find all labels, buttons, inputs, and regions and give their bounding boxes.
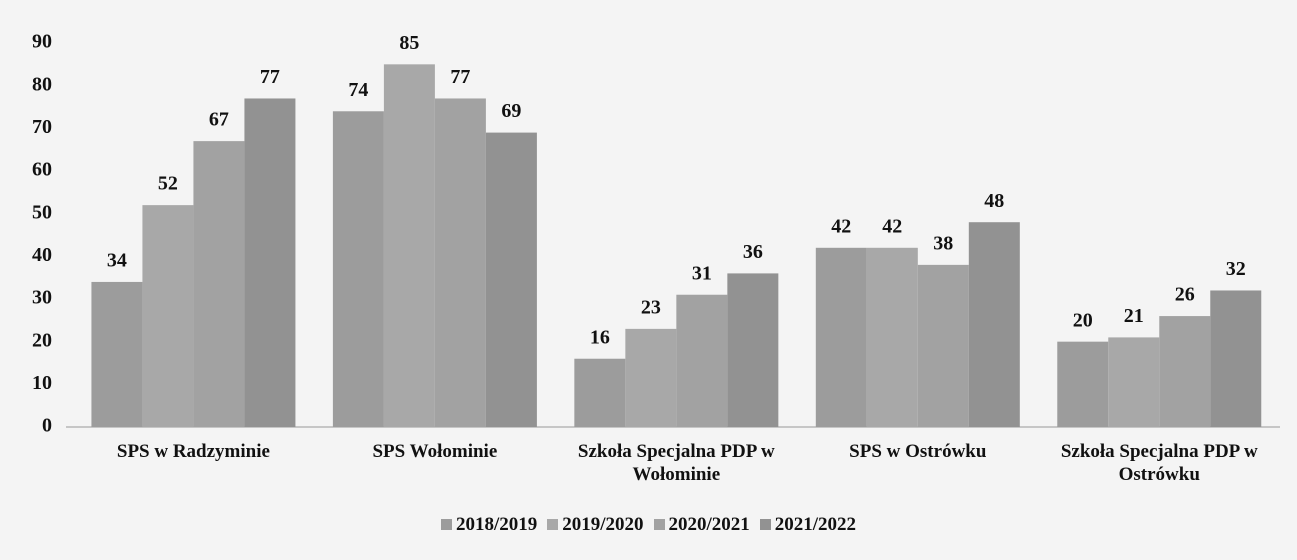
- legend-swatch: [440, 519, 452, 530]
- data-label: 74: [348, 79, 368, 101]
- bar: [727, 273, 779, 427]
- x-tick-label: SPS Wołominie: [372, 441, 498, 462]
- bar: [1057, 341, 1109, 427]
- bar: [434, 98, 486, 427]
- data-label: 31: [692, 262, 712, 284]
- y-tick-label: 40: [32, 244, 52, 266]
- data-label: 26: [1175, 284, 1195, 306]
- data-label: 85: [399, 32, 419, 54]
- bar: [332, 111, 384, 428]
- data-label: 42: [882, 215, 902, 237]
- bar: [244, 98, 296, 427]
- bar: [676, 294, 728, 427]
- legend-item: 2021/2022: [759, 514, 857, 536]
- data-label: 52: [158, 173, 178, 195]
- y-tick-label: 80: [32, 73, 52, 95]
- data-label: 32: [1226, 258, 1246, 280]
- y-tick-label: 20: [32, 329, 52, 351]
- y-tick-label: 50: [32, 201, 52, 223]
- data-label: 38: [933, 232, 953, 254]
- bar: [193, 141, 245, 427]
- data-label: 69: [501, 100, 521, 122]
- y-tick-label: 0: [42, 415, 52, 437]
- legend-label: 2021/2022: [774, 514, 857, 535]
- x-tick-label: SPS w Radzyminie: [116, 441, 270, 462]
- bar: [625, 328, 677, 427]
- data-label: 77: [260, 66, 280, 88]
- legend-label: 2020/2021: [668, 514, 750, 535]
- legend-swatch: [759, 519, 771, 530]
- bar: [866, 247, 918, 427]
- legend: 2018/2019 2019/2020 2020/2021 2021/2022: [0, 514, 1297, 536]
- data-label: 48: [984, 190, 1004, 212]
- bar: [383, 64, 435, 427]
- data-label: 77: [450, 66, 470, 88]
- bar: [485, 132, 537, 427]
- x-tick-label: Szkoła Specjalna PDP w Wołominie: [577, 441, 775, 485]
- legend-swatch: [547, 519, 559, 530]
- bar: [1210, 290, 1262, 427]
- data-label: 67: [209, 109, 229, 131]
- data-label: 21: [1124, 305, 1144, 327]
- y-tick-label: 60: [32, 159, 52, 181]
- bar: [815, 247, 867, 427]
- legend-label: 2018/2019: [455, 514, 538, 535]
- legend-item: 2018/2019: [440, 514, 538, 536]
- data-label: 34: [107, 250, 127, 272]
- data-label: 20: [1073, 309, 1093, 331]
- data-label: 23: [641, 296, 661, 318]
- data-label: 42: [831, 215, 851, 237]
- bar: [968, 222, 1020, 427]
- data-label: 36: [743, 241, 763, 263]
- bar: [1108, 337, 1160, 427]
- bar: [1159, 316, 1211, 427]
- x-tick-label: Szkoła Specjalna PDP w Ostrówku: [1060, 441, 1258, 485]
- legend-item: 2019/2020: [547, 514, 644, 536]
- bar: [142, 205, 194, 427]
- y-tick-label: 10: [32, 372, 52, 394]
- y-tick-label: 70: [32, 116, 52, 138]
- y-tick-label: 90: [32, 31, 52, 53]
- legend-label: 2019/2020: [562, 514, 644, 535]
- legend-item: 2020/2021: [653, 514, 750, 536]
- bar: [574, 358, 626, 427]
- y-tick-label: 30: [32, 287, 52, 309]
- bar: [91, 281, 143, 427]
- x-tick-label: SPS w Ostrówku: [849, 441, 987, 462]
- bar: [917, 264, 969, 427]
- data-label: 16: [590, 326, 610, 348]
- legend-swatch: [653, 519, 665, 530]
